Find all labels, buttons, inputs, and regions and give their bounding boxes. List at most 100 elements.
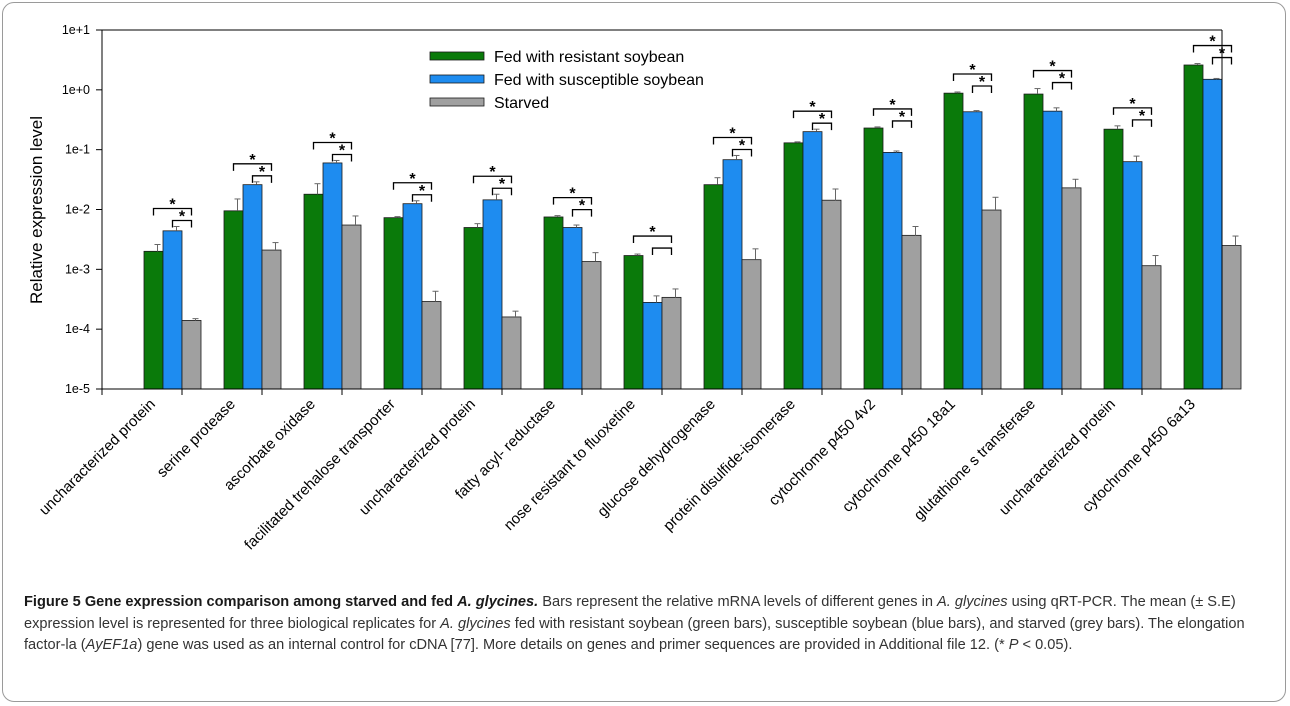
bar	[322, 162, 343, 390]
sig-star: *	[969, 62, 976, 79]
bar	[882, 152, 903, 390]
sig-star: *	[569, 186, 576, 203]
sig-star: *	[419, 183, 426, 200]
sig-star: *	[809, 99, 816, 116]
y-tick-label: 1e-3	[65, 262, 90, 276]
bar	[1183, 64, 1204, 390]
y-tick-label: 1e-4	[65, 322, 90, 336]
sig-bracket	[1051, 81, 1073, 90]
category-label: nose resistant to fluoxetine	[501, 396, 639, 534]
bars-layer	[143, 63, 1242, 390]
sig-bracket	[411, 194, 433, 202]
sig-star: *	[649, 224, 656, 241]
bar	[1122, 161, 1143, 390]
sig-star: *	[259, 164, 266, 181]
bar	[463, 227, 484, 390]
sig-bracket	[891, 120, 913, 128]
sig-bracket	[632, 235, 673, 244]
bar	[1061, 187, 1082, 390]
bar	[1042, 110, 1063, 390]
bar	[703, 184, 724, 390]
sig-star: *	[329, 130, 336, 147]
sig-bracket	[251, 175, 273, 183]
caption-text-2: using qRT-PCR. The mean (± S.E) expressi…	[24, 594, 1236, 632]
sig-bracket	[571, 208, 593, 217]
bar	[383, 217, 404, 390]
bar	[943, 92, 964, 390]
sig-bracket	[331, 153, 353, 162]
caption-species-3: A. glycines	[440, 615, 511, 632]
caption-text: Bars represent the relative mRNA levels …	[538, 594, 938, 610]
caption-text-3: fed with resistant soybean (green bars),…	[24, 615, 1245, 654]
sig-bracket	[232, 163, 273, 171]
sig-star: *	[409, 171, 416, 188]
bar	[741, 259, 762, 390]
y-tick-label: 1e+0	[62, 83, 90, 97]
bar-chart: 1e-5 1e-4 1e-3 1e-2 1e-1 1e+0 1e+1 uncharacteri…	[27, 23, 1242, 553]
caption-species-2: A. glycines	[937, 594, 1008, 610]
sig-star: *	[979, 74, 986, 91]
bar	[341, 224, 362, 390]
bar	[223, 210, 244, 390]
bar	[1221, 245, 1242, 390]
bar	[242, 184, 263, 390]
legend-entry: Fed with susceptible soybean	[494, 72, 704, 89]
sig-bracket	[491, 187, 513, 196]
category-label: serine protease	[154, 396, 239, 481]
bar	[402, 203, 423, 390]
bar	[802, 131, 823, 390]
sig-bracket	[1112, 107, 1153, 115]
legend-swatch	[429, 97, 485, 107]
bar	[1202, 78, 1223, 390]
sig-star: *	[339, 142, 346, 159]
sig-bracket	[971, 85, 993, 93]
sig-bracket	[1211, 56, 1233, 65]
bar	[901, 234, 922, 390]
y-axis-label: Relative expression level	[27, 116, 46, 304]
bar	[783, 142, 804, 390]
sig-bracket	[731, 148, 753, 157]
caption-p: P	[1008, 637, 1019, 653]
sig-bracket	[171, 219, 193, 228]
legend-entry: Fed with resistant soybean	[494, 49, 684, 66]
sig-star: *	[739, 137, 746, 154]
legend-entry: Starved	[494, 95, 549, 112]
bar	[482, 199, 503, 390]
sig-bracket	[552, 196, 593, 205]
sig-bracket	[651, 247, 673, 256]
category-label: protein disulfide-isomerase	[660, 396, 799, 535]
legend-swatch	[429, 74, 485, 84]
sig-star: *	[1139, 108, 1146, 125]
sig-bracket	[472, 175, 513, 184]
sig-bracket	[1032, 69, 1073, 78]
bar	[261, 249, 282, 390]
bar	[821, 199, 842, 390]
bar	[421, 301, 442, 390]
bar	[1103, 128, 1124, 390]
sig-star: *	[579, 198, 586, 215]
sig-star: *	[179, 208, 186, 225]
bar	[1023, 93, 1044, 390]
sig-bracket	[872, 108, 913, 116]
sig-star: *	[1209, 34, 1216, 51]
bar	[722, 159, 743, 390]
sig-star: *	[1219, 46, 1226, 63]
sig-bracket	[952, 73, 993, 81]
legend-swatch	[429, 51, 485, 61]
caption-title: Gene expression comparison among starved…	[84, 594, 458, 610]
bar	[501, 316, 522, 390]
sig-star: *	[1059, 71, 1066, 88]
sig-bracket	[1192, 44, 1233, 53]
y-tick-label: 1e-1	[65, 143, 90, 157]
sig-star: *	[889, 97, 896, 114]
bar	[143, 250, 164, 390]
caption-label: Figure 5	[24, 594, 81, 610]
sig-star: *	[169, 196, 176, 213]
bar	[562, 227, 583, 390]
significance-layer: ***************************	[152, 34, 1233, 256]
sig-bracket	[1131, 119, 1153, 127]
sig-star: *	[1049, 59, 1056, 76]
sig-bracket	[792, 110, 833, 119]
category-label: uncharacterized protein	[36, 396, 159, 519]
